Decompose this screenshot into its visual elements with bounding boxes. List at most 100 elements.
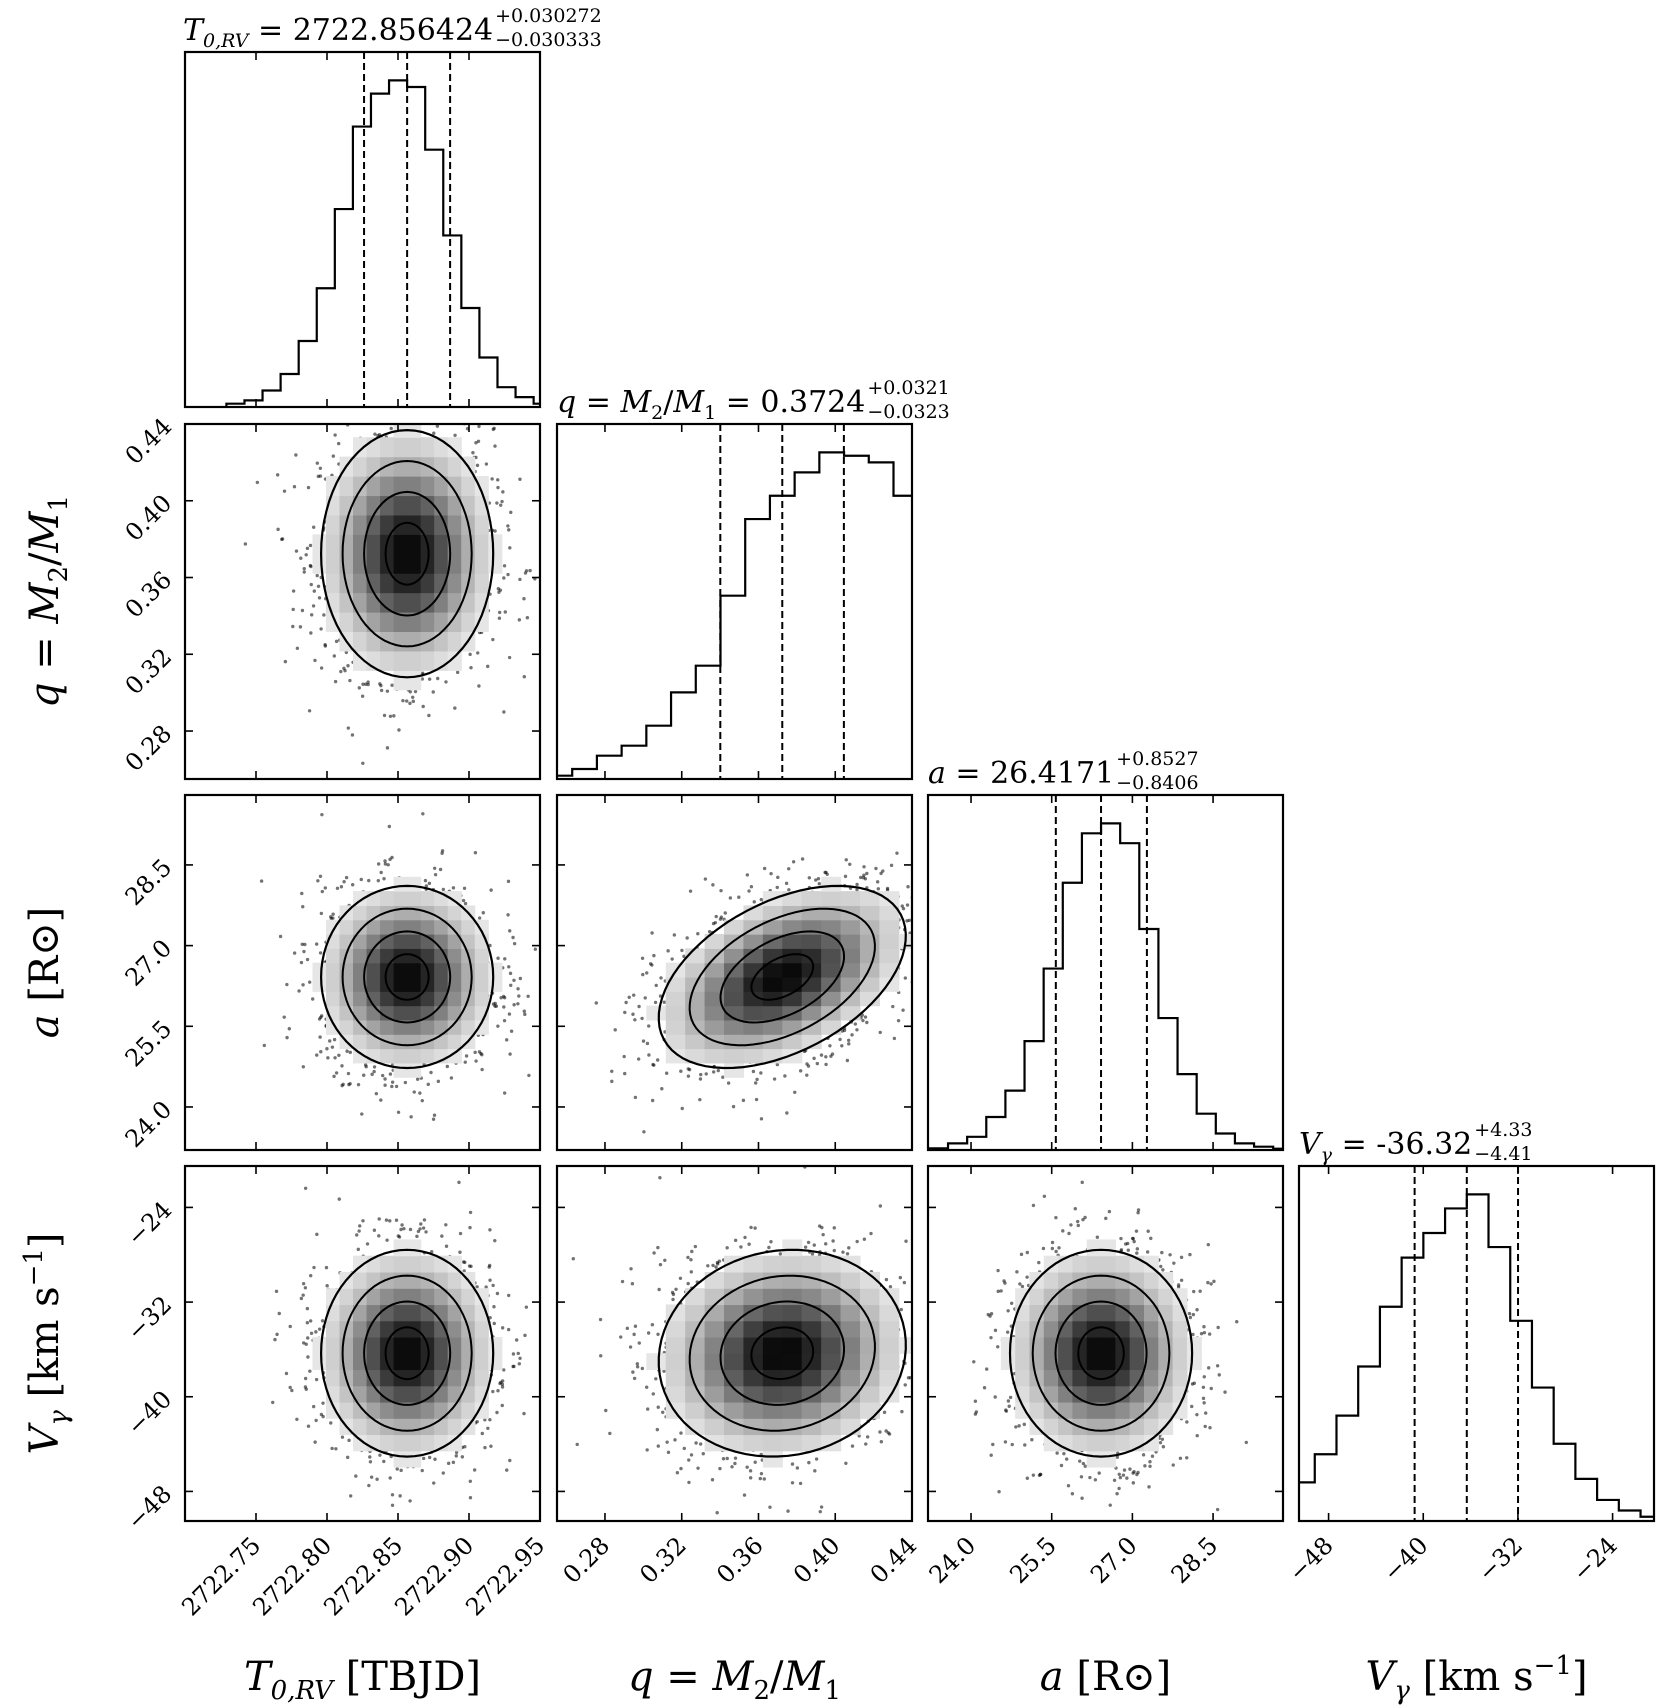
sample-point (800, 857, 805, 861)
density-cell (1015, 1401, 1031, 1419)
sample-point (495, 1410, 499, 1415)
sample-point (1026, 1283, 1031, 1288)
density-cell (325, 1353, 341, 1371)
histogram-title-vg: Vγ = -36.32 (1299, 1127, 1472, 1166)
density-cell (393, 962, 408, 978)
sample-point (943, 1342, 946, 1345)
density-cell (840, 1336, 861, 1354)
density-cell (461, 1005, 476, 1021)
sample-point (989, 1335, 993, 1340)
y-tick-label: 0.28 (120, 719, 178, 777)
sample-point (337, 413, 340, 416)
density-cell (821, 1434, 842, 1452)
sample-point (491, 427, 495, 432)
sample-point (376, 862, 381, 866)
density-cell (801, 891, 822, 906)
density-cell (801, 905, 822, 921)
density-cell (407, 1271, 422, 1289)
sample-point (306, 1336, 310, 1340)
density-cell (434, 534, 449, 555)
sample-point (985, 1389, 988, 1392)
y-tick-label: −32 (122, 1291, 178, 1347)
density-cell (1172, 1401, 1188, 1419)
sample-point (1235, 1320, 1239, 1324)
sample-point (304, 553, 308, 557)
sample-point (655, 1058, 660, 1062)
sample-point (477, 424, 481, 429)
sample-point (793, 1090, 797, 1095)
density-cell (474, 919, 489, 935)
density-cell (407, 534, 422, 555)
sample-point (1070, 1492, 1075, 1496)
sample-point (303, 1186, 308, 1190)
sample-point (291, 624, 295, 629)
sample-point (934, 1345, 937, 1348)
sample-point (491, 1389, 495, 1394)
density-cell (762, 948, 783, 964)
density-cell (474, 1320, 489, 1338)
sample-point (632, 1332, 636, 1337)
density-cell (724, 1271, 745, 1289)
density-cell (461, 495, 476, 516)
sample-point (726, 1081, 731, 1085)
sample-point (633, 1018, 637, 1022)
sample-point (899, 1307, 903, 1312)
sample-point (1081, 1217, 1085, 1222)
sample-point (454, 1450, 459, 1455)
sample-point (285, 1035, 289, 1040)
density-cell (420, 919, 435, 935)
density-cell (762, 1353, 783, 1371)
sample-point (1079, 1475, 1084, 1479)
sample-point (308, 563, 313, 568)
density-cell (420, 495, 435, 516)
density-cell (1058, 1401, 1074, 1419)
sample-point (1215, 1507, 1220, 1512)
sample-point (645, 971, 649, 975)
sample-point (357, 686, 361, 690)
density-cell (1072, 1255, 1088, 1273)
density-cell (434, 1369, 449, 1387)
sample-point (518, 577, 522, 582)
density-cell (447, 919, 462, 935)
sample-point (818, 1509, 822, 1514)
sample-point (1050, 1246, 1055, 1251)
sample-point (278, 934, 283, 939)
sample-point (997, 1490, 1001, 1494)
sample-point (424, 884, 429, 888)
contour-line (384, 521, 430, 586)
sample-point (768, 1505, 772, 1509)
density-cell (1072, 1304, 1088, 1322)
sample-point (388, 857, 392, 862)
sample-point (285, 982, 289, 987)
sample-point (522, 1411, 526, 1416)
sample-point (953, 1393, 956, 1396)
density-cell (1101, 1418, 1116, 1436)
sample-point (670, 1290, 675, 1295)
density-cell (704, 1385, 725, 1403)
density-cell (434, 553, 449, 574)
density-cell (879, 905, 900, 921)
sample-point (853, 1022, 858, 1026)
sample-point (392, 714, 396, 718)
sample-point (1199, 1331, 1204, 1336)
sample-point (408, 1227, 413, 1232)
sample-point (475, 1419, 479, 1424)
density-cell (393, 1239, 408, 1257)
density-cell (366, 976, 381, 992)
sample-point (473, 851, 478, 855)
sample-point (502, 564, 507, 568)
x-tick-label: −24 (1567, 1531, 1623, 1587)
sample-point (502, 1091, 507, 1095)
sample-point (1223, 1390, 1227, 1394)
sample-point (1161, 1268, 1165, 1272)
sample-point (1141, 1453, 1146, 1457)
density-cell (704, 1320, 725, 1338)
sample-point (301, 1341, 306, 1345)
sample-point (646, 1407, 650, 1411)
scatter-panel-t0-a (183, 793, 542, 1152)
sample-point (878, 1204, 883, 1208)
sample-point (324, 1265, 329, 1270)
y-tick-label: 0.36 (120, 566, 178, 624)
density-cell (840, 1385, 861, 1403)
sample-point (335, 886, 340, 890)
